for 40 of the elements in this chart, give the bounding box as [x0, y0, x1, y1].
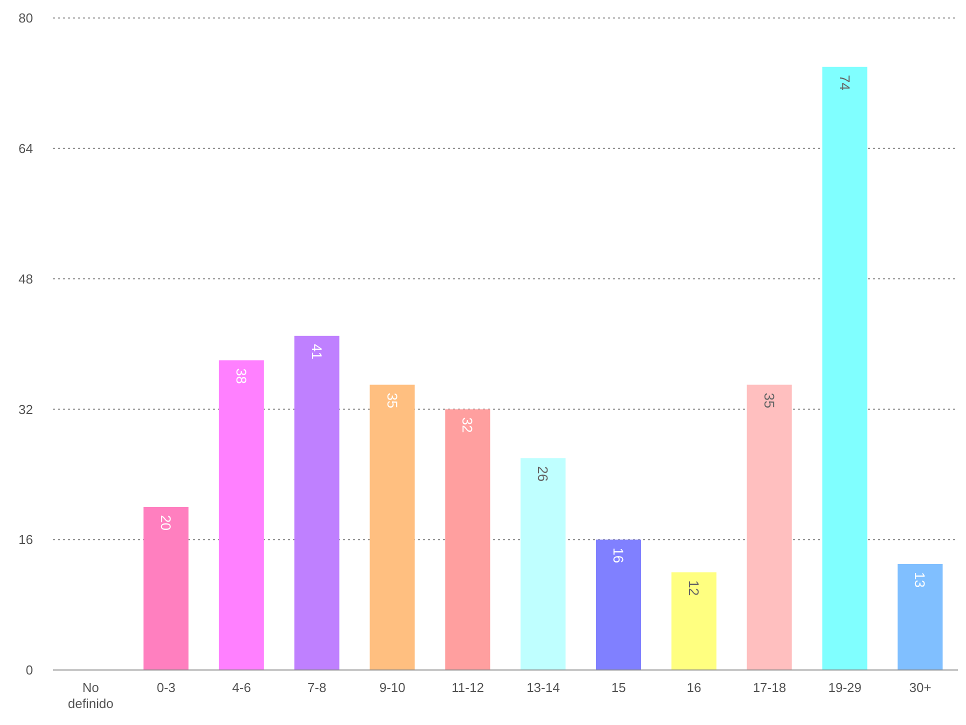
bar — [370, 384, 415, 670]
x-tick-label: 17-18 — [752, 680, 786, 695]
bar — [445, 409, 490, 670]
y-tick-label: 48 — [18, 271, 33, 286]
bar — [822, 66, 868, 670]
y-tick-label: 64 — [18, 141, 33, 156]
bar — [596, 540, 641, 670]
data-label: 35 — [384, 392, 400, 409]
x-tick-label: 30+ — [909, 680, 932, 695]
y-tick-label: 0 — [26, 662, 33, 678]
y-tick-label: 16 — [18, 532, 33, 548]
bar — [520, 458, 566, 670]
bar — [671, 572, 716, 670]
x-tick-label: 11-12 — [452, 680, 484, 695]
y-tick-label: 80 — [18, 10, 33, 26]
bar — [898, 564, 943, 670]
data-label: 38 — [233, 368, 250, 384]
data-label: 12 — [686, 580, 702, 596]
x-tick-label: 9-10 — [379, 680, 406, 695]
bar — [746, 384, 792, 670]
x-tick-label: 7-8 — [308, 680, 326, 695]
x-tick-label: 13-14 — [526, 680, 560, 695]
data-label: 41 — [308, 344, 325, 360]
data-label: 26 — [535, 466, 552, 482]
data-label: 13 — [912, 572, 928, 588]
x-tick-label: 15 — [611, 680, 626, 695]
data-label: 74 — [836, 74, 853, 91]
bar — [144, 507, 188, 670]
x-tick-label: No definido — [68, 680, 114, 711]
data-label: 32 — [460, 417, 476, 433]
bar — [294, 336, 340, 670]
bar — [218, 360, 264, 670]
data-label: 16 — [610, 548, 626, 564]
data-label: 35 — [761, 392, 778, 409]
data-label: 20 — [158, 515, 174, 531]
x-tick-label: 19-29 — [828, 680, 862, 695]
x-tick-label: 16 — [686, 680, 702, 695]
x-tick-label: 0-3 — [156, 680, 176, 695]
y-tick-label: 32 — [18, 402, 33, 417]
x-tick-label: 4-6 — [232, 680, 251, 695]
